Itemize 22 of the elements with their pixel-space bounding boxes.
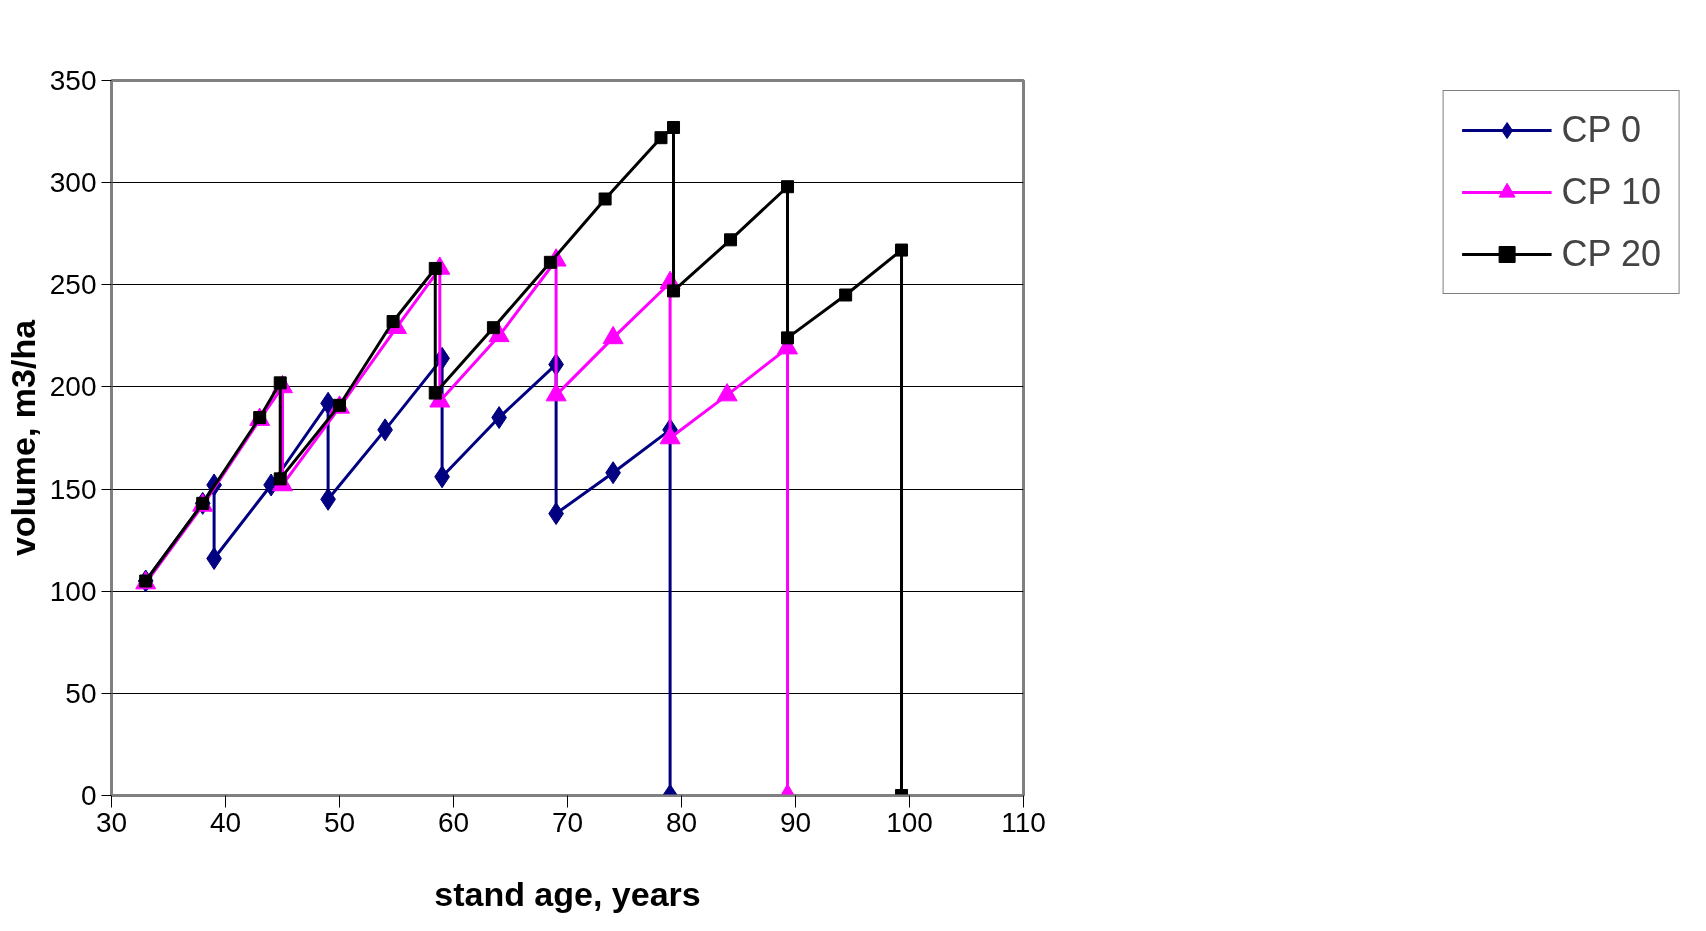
y-tick-label: 200 bbox=[49, 371, 97, 403]
x-tick-label: 40 bbox=[209, 806, 242, 838]
y-tick-label: 250 bbox=[49, 269, 97, 301]
x-axis-title: stand age, years bbox=[434, 874, 701, 913]
x-tick-label: 70 bbox=[551, 806, 584, 838]
x-tick-label: 30 bbox=[95, 806, 128, 838]
x-tick-label: 90 bbox=[779, 806, 812, 838]
y-tick-label: 100 bbox=[49, 575, 97, 607]
legend-label: CP 0 bbox=[1561, 109, 1641, 151]
x-tick-label: 50 bbox=[323, 806, 356, 838]
y-tick-label: 50 bbox=[65, 677, 97, 709]
x-tick-label: 110 bbox=[1001, 806, 1046, 838]
x-tick-label: 100 bbox=[886, 806, 933, 838]
x-tick-label: 60 bbox=[437, 806, 470, 838]
y-tick-label: 350 bbox=[49, 65, 97, 96]
y-axis-title: volume, m3/ha bbox=[3, 318, 42, 557]
y-tick-label: 150 bbox=[49, 473, 97, 505]
y-tick-label: 0 bbox=[80, 780, 97, 811]
legend-label: CP 10 bbox=[1561, 171, 1661, 213]
x-tick-label: 80 bbox=[665, 806, 698, 838]
legend-label: CP 20 bbox=[1561, 233, 1661, 275]
y-tick-label: 300 bbox=[49, 167, 97, 199]
